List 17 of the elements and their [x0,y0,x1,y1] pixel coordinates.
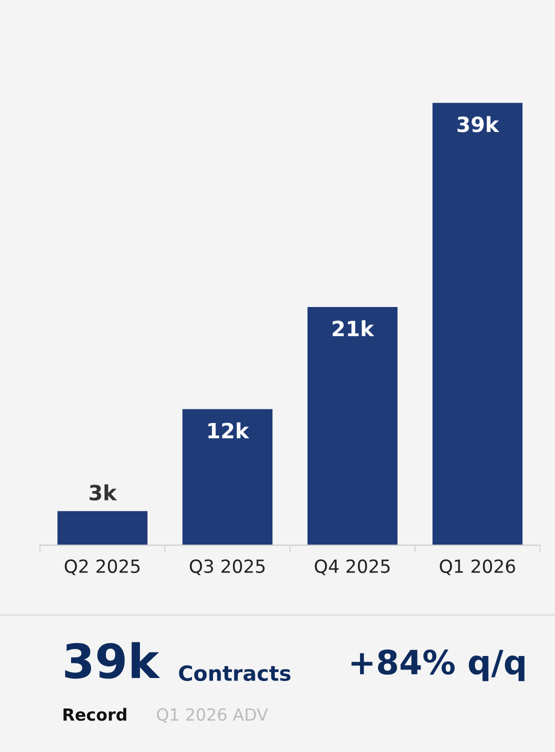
x-tick-label: Q2 2025 [64,559,140,576]
text: Contracts [179,665,290,682]
bar [307,307,398,546]
data-label: 21k [332,320,374,336]
text: Q1 2026 ADV [156,708,268,723]
bar [57,511,148,546]
text: +84% q/q [352,649,524,682]
bar [182,409,272,546]
data-label: 3k [90,484,118,500]
x-tick-label: Q1 2026 [440,559,516,576]
text: 39k [65,642,160,679]
x-tick-label: Q4 2025 [314,559,390,576]
text: Record [64,708,126,721]
data-label: 39k [457,116,500,132]
bar [432,102,523,546]
x-tick-label: Q3 2025 [190,559,265,576]
data-label: 12k [208,422,250,438]
